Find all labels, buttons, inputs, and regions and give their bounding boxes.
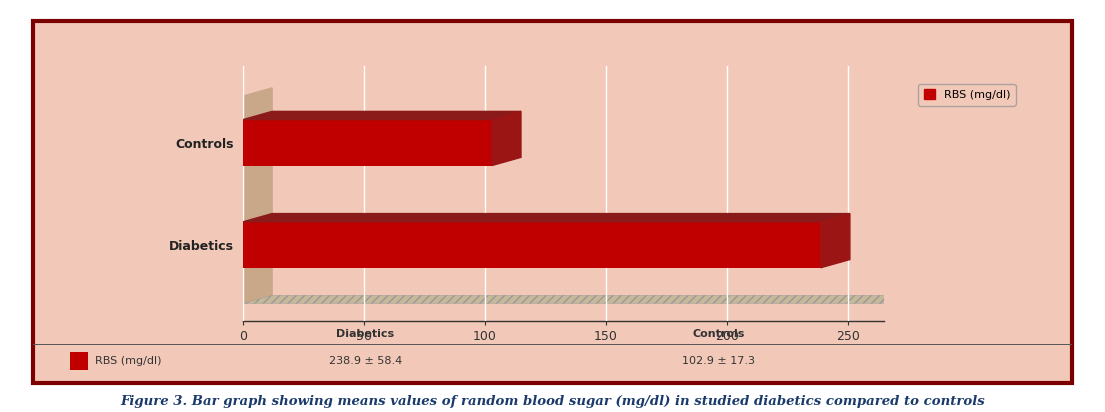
Polygon shape: [243, 111, 520, 119]
Bar: [243, 119, 492, 166]
Legend: RBS (mg/dl): RBS (mg/dl): [918, 84, 1015, 106]
Polygon shape: [243, 213, 850, 222]
Text: 102.9 ± 17.3: 102.9 ± 17.3: [682, 356, 755, 366]
Polygon shape: [821, 213, 850, 268]
Text: Figure 3. Bar graph showing means values of random blood sugar (mg/dl) in studie: Figure 3. Bar graph showing means values…: [120, 395, 985, 408]
Text: Controls: Controls: [693, 329, 745, 339]
Text: Diabetics: Diabetics: [336, 329, 394, 339]
Polygon shape: [243, 295, 913, 304]
Bar: [243, 222, 821, 268]
Polygon shape: [492, 111, 520, 166]
Text: RBS (mg/dl): RBS (mg/dl): [95, 356, 162, 366]
Polygon shape: [243, 88, 272, 304]
Bar: [70, 352, 88, 370]
Text: 238.9 ± 58.4: 238.9 ± 58.4: [329, 356, 402, 366]
